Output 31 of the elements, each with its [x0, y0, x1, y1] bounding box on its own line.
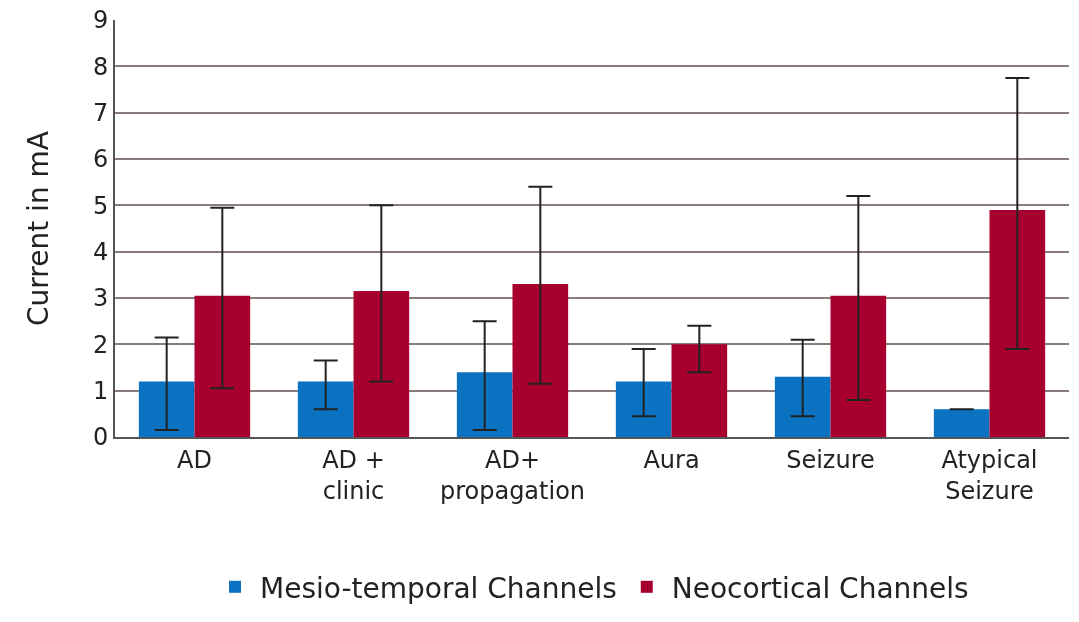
legend-label: Neocortical Channels — [671, 571, 969, 605]
y-tick-label: 4 — [92, 238, 109, 267]
x-tick-label: Seizure — [786, 445, 875, 474]
bar — [512, 284, 569, 437]
bar — [456, 372, 513, 437]
x-tick-label: AD — [177, 445, 212, 474]
bar — [297, 381, 354, 437]
y-tick-label: 9 — [92, 6, 109, 35]
y-tick-label: 7 — [92, 99, 109, 128]
x-tick-label: AD+ propagation — [439, 445, 586, 505]
y-tick-label: 0 — [92, 423, 109, 452]
y-tick-label: 2 — [92, 330, 109, 359]
bar — [194, 295, 251, 437]
y-tick-label: 5 — [92, 191, 109, 220]
x-tick-label: Aura — [643, 445, 700, 474]
y-tick-label: 1 — [92, 377, 109, 406]
bar — [671, 344, 728, 437]
y-tick-label: 6 — [92, 145, 109, 174]
bar — [353, 291, 410, 437]
bar — [138, 381, 195, 437]
x-tick-label: Atypical Seizure — [941, 445, 1038, 505]
y-tick-label: 8 — [92, 52, 109, 81]
y-axis-title: Current in mA — [22, 131, 55, 326]
y-tick-label: 3 — [92, 284, 109, 313]
legend-label: Mesio-temporal Channels — [260, 571, 617, 605]
bar — [774, 376, 831, 437]
bar — [933, 409, 990, 437]
x-tick-label: AD + clinic — [322, 445, 385, 505]
bar — [989, 209, 1046, 437]
bar — [830, 295, 887, 437]
bar — [615, 381, 672, 437]
